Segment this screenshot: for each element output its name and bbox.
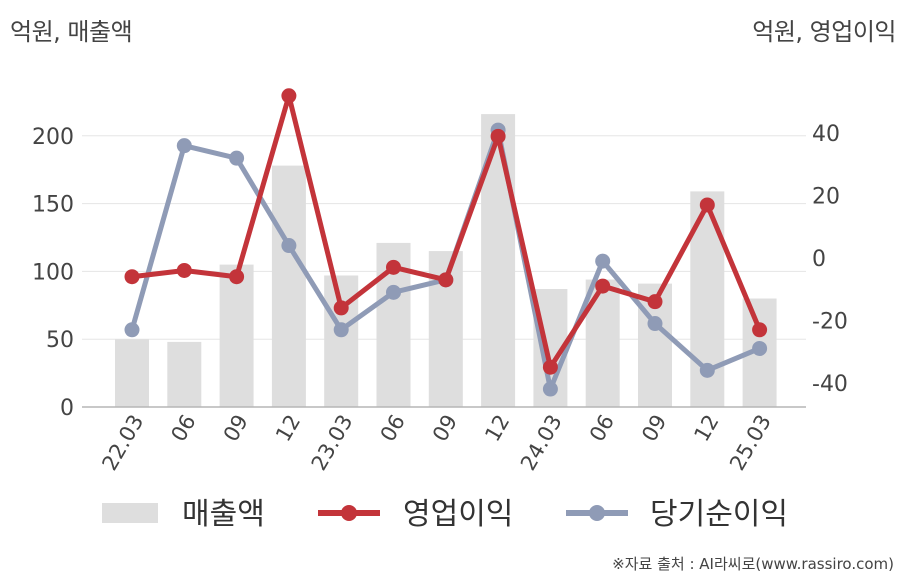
right-y-tick-label: -20 (812, 309, 848, 334)
x-tick-label: 23.03 (307, 411, 358, 475)
right-y-tick-label: -40 (812, 372, 848, 397)
operating-profit-point (699, 197, 715, 213)
revenue-bar (585, 279, 620, 407)
net-income-point (281, 238, 297, 254)
operating-profit-point (595, 278, 611, 294)
legend-net-income-marker (589, 505, 605, 521)
operating-profit-point (124, 269, 140, 285)
x-tick-label: 24.03 (516, 411, 567, 475)
operating-profit-point (438, 272, 454, 288)
operating-profit-point (176, 262, 192, 278)
net-income-point (542, 381, 558, 397)
x-tick-label: 09 (219, 411, 253, 446)
x-tick-label: 22.03 (97, 411, 148, 475)
net-income-point (595, 253, 611, 269)
operating-profit-point (386, 259, 401, 275)
revenue-bar (271, 165, 306, 407)
revenue-bar (115, 339, 149, 407)
left-y-axis: 0 50 100 150 200 (32, 125, 74, 421)
x-tick-label: 06 (585, 411, 619, 446)
x-axis: 22.03 06 09 12 23.03 06 09 12 24.03 06 09 12 25.03 (82, 406, 806, 475)
left-y-tick-label: 50 (46, 328, 74, 353)
net-income-point (124, 322, 140, 338)
net-income-point (176, 138, 192, 154)
net-income-point (229, 150, 245, 166)
net-income-point (699, 362, 715, 378)
operating-profit-point (542, 359, 558, 375)
operating-profit-point (333, 300, 349, 316)
right-y-tick-label: 0 (812, 247, 826, 272)
legend-operating-profit-label: 영업이익 (403, 497, 513, 532)
revenue-bar (167, 341, 202, 407)
left-y-tick-label: 0 (60, 396, 74, 421)
net-income-point (647, 316, 663, 332)
net-income-point (386, 284, 401, 300)
profit-lines (124, 88, 768, 397)
left-y-tick-label: 100 (32, 260, 74, 285)
x-tick-label: 12 (271, 411, 305, 446)
right-axis-unit-label: 억원, 영업이익 (752, 18, 896, 46)
operating-profit-point (752, 322, 768, 338)
legend-operating-profit-marker (341, 505, 357, 521)
right-y-axis: -40 -20 0 20 40 (812, 122, 848, 397)
right-y-tick-label: 20 (812, 185, 840, 210)
x-tick-label: 09 (428, 411, 462, 446)
source-note: ※자료 출처 : AI라씨로(www.rassiro.com) (612, 555, 894, 573)
x-tick-label: 06 (166, 411, 200, 446)
right-y-tick-label: 40 (812, 122, 840, 147)
x-tick-label: 12 (480, 410, 514, 445)
operating-profit-point (229, 269, 245, 285)
x-tick-label: 25.03 (725, 411, 776, 475)
legend-revenue-label: 매출액 (182, 497, 265, 532)
operating-profit-point (647, 294, 663, 310)
legend-net-income-label: 당기순이익 (650, 497, 788, 532)
left-axis-unit-label: 억원, 매출액 (10, 18, 133, 46)
left-y-tick-label: 200 (32, 125, 74, 150)
operating-profit-point (281, 88, 297, 104)
revenue-bar (219, 264, 254, 407)
x-tick-label: 06 (376, 411, 410, 446)
operating-profit-point (490, 128, 506, 144)
legend: 매출액 영업이익 당기순이익 (102, 497, 788, 532)
x-tick-label: 12 (689, 411, 723, 446)
x-tick-label: 09 (637, 411, 671, 446)
net-income-point (333, 322, 349, 338)
legend-revenue-swatch (102, 503, 158, 523)
net-income-point (752, 340, 768, 356)
left-y-tick-label: 150 (32, 193, 74, 218)
revenue-bar (324, 275, 359, 407)
